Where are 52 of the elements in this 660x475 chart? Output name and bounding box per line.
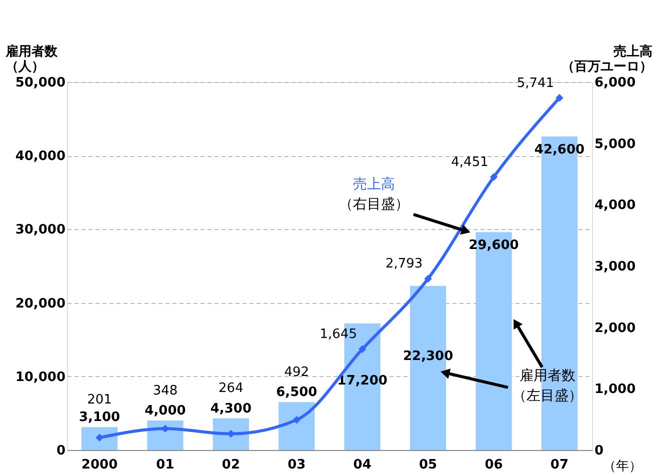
y2-tick-label: 4,000: [594, 198, 636, 214]
data-label: 201: [87, 392, 112, 408]
x-tick-label: 04: [353, 458, 372, 472]
point: [292, 416, 301, 424]
y2-tick-label: 0: [594, 444, 604, 458]
point: [96, 434, 104, 442]
data-label: 42,600: [534, 142, 585, 158]
data-label: 348: [152, 384, 178, 399]
data-label: 17,200: [337, 373, 388, 388]
data-label: 2,793: [385, 256, 423, 272]
x-tick-label: 07: [550, 458, 569, 472]
data-label: 5,741: [516, 76, 554, 91]
data-label: 264: [218, 380, 244, 396]
y2-tick-label: 3,000: [594, 260, 636, 274]
bar: [278, 402, 315, 450]
data-label: 22,300: [402, 348, 454, 364]
point: [358, 345, 366, 353]
x-tick-label: 03: [288, 458, 306, 472]
text: 売上高: [353, 176, 396, 193]
y2-tick-label: 2,000: [594, 320, 636, 336]
y2-tick-label: 6,000: [594, 76, 636, 90]
data-label: 4,300: [210, 401, 252, 416]
x-tick-label: 06: [484, 458, 503, 472]
y-tick-label: 0: [56, 444, 66, 458]
data-label: 1,645: [320, 327, 357, 342]
point: [556, 94, 564, 102]
point: [424, 274, 432, 283]
y-tick-label: 20,000: [15, 296, 66, 312]
point: [490, 173, 498, 181]
data-label: 492: [284, 364, 310, 380]
series-label: 雇用者数: [519, 368, 576, 384]
y2-axis-title: 売上高（百万ユーロ）: [562, 44, 652, 74]
x-tick-label: 2000: [81, 458, 118, 472]
annotation: （左目盛）: [512, 388, 582, 404]
y-tick-label: 30,000: [15, 222, 66, 238]
y2-tick-label: 5,000: [594, 136, 636, 152]
x-tick-label: 01: [156, 458, 174, 472]
x-tick-label: 05: [419, 458, 438, 472]
y-tick-label: 10,000: [15, 370, 66, 385]
annotation: （右目盛）: [339, 196, 410, 213]
x-tick-label: 02: [222, 458, 240, 472]
y-axis-title: 雇用者数（人）: [4, 44, 58, 74]
y-tick-label: 40,000: [15, 149, 66, 164]
data-label: 4,451: [451, 155, 488, 170]
data-label: 4,000: [144, 404, 186, 419]
data-label: 29,600: [468, 238, 519, 254]
y2-tick-label: 1,000: [594, 382, 636, 398]
data-label: 6,500: [276, 385, 318, 400]
text: （年）: [603, 459, 642, 474]
data-label: 3,100: [78, 410, 120, 426]
y-tick-label: 50,000: [15, 76, 66, 90]
bar: [81, 427, 118, 450]
